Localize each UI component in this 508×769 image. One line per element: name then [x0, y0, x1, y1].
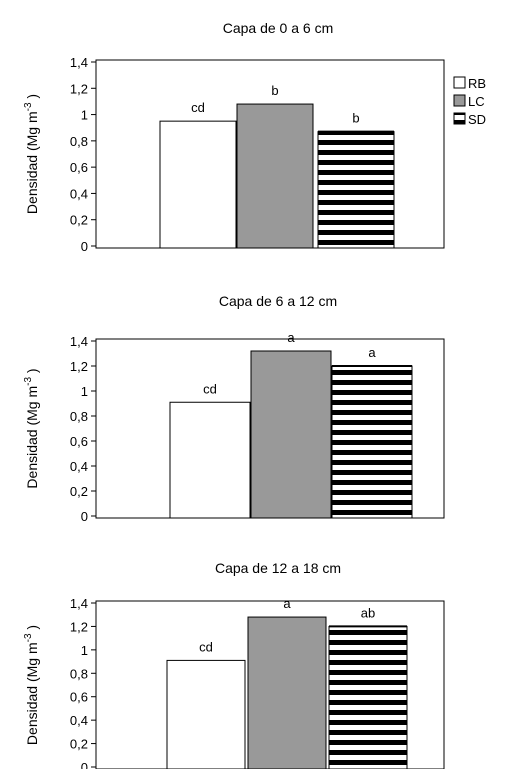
bar-lc: [236, 103, 314, 249]
y-tick-label: 1: [81, 108, 88, 123]
bar-significance-label: b: [271, 83, 278, 98]
chart-panel-2: Capa de 6 a 12 cm 0 0,2 0,4 0,6 0,8 1 1,2 1,4 Den…: [23, 293, 445, 524]
legend: RB LC SD: [453, 76, 486, 127]
legend-swatch-sd: [453, 112, 466, 125]
bar-significance-label: b: [352, 111, 359, 126]
chart-panel-1: Capa de 0 a 6 cm 0 0,2 0,4 0,6 0,8 1 1,2 1,4 Dens…: [23, 20, 445, 254]
legend-label-lc: LC: [468, 94, 485, 109]
bar-sd: [328, 625, 408, 769]
legend-swatch-rb: [453, 76, 466, 89]
chart-title: Capa de 12 a 18 cm: [215, 560, 341, 576]
bar-significance-label: cd: [191, 100, 205, 115]
y-tick-label: 0,4: [70, 459, 88, 474]
y-axis-label: Densidad (Mg m-3 ): [23, 625, 40, 745]
chart-panel-3: Capa de 12 a 18 cm 0 0,2 0,4 0,6 0,8 1 1,2 1,4 De…: [23, 560, 445, 769]
y-tick-label: 1,2: [70, 81, 88, 96]
bar-significance-label: a: [368, 345, 376, 360]
y-tick-label: 0,2: [70, 213, 88, 228]
y-tick-label: 0,2: [70, 737, 88, 752]
y-tick-label: 1: [81, 384, 88, 399]
bar-significance-label: a: [287, 330, 295, 345]
y-tick-label: 1,4: [70, 55, 88, 70]
legend-swatch-lc: [453, 94, 466, 107]
bar-sd: [317, 131, 395, 249]
y-axis-label: Densidad (Mg m-3 ): [23, 94, 40, 214]
y-tick-label: 0: [81, 509, 88, 524]
bar-sd: [331, 365, 413, 519]
bar-rb: [159, 120, 237, 249]
y-tick-label: 0: [81, 760, 88, 769]
y-tick-label: 1: [81, 643, 88, 658]
y-tick-label: 0,6: [70, 160, 88, 175]
bar-significance-label: a: [283, 596, 291, 611]
chart-title: Capa de 0 a 6 cm: [223, 20, 334, 36]
bar-rb: [166, 659, 246, 769]
bar-significance-label: cd: [203, 381, 217, 396]
y-tick-label: 0,4: [70, 713, 88, 728]
legend-label-sd: SD: [468, 112, 486, 127]
y-tick-label: 1,2: [70, 359, 88, 374]
y-tick-label: 1,4: [70, 596, 88, 611]
y-tick-label: 0,8: [70, 134, 88, 149]
y-tick-label: 1,2: [70, 619, 88, 634]
y-tick-label: 0,6: [70, 690, 88, 705]
bar-significance-label: ab: [361, 605, 375, 620]
bar-significance-label: cd: [199, 639, 213, 654]
legend-label-rb: RB: [468, 76, 486, 91]
plot-frame: [95, 600, 445, 769]
y-tick-label: 0,4: [70, 186, 88, 201]
y-tick-label: 0,8: [70, 666, 88, 681]
y-axis-label: Densidad (Mg m-3 ): [23, 368, 40, 488]
bar-lc: [250, 350, 332, 519]
bar-lc: [247, 616, 327, 769]
y-tick-label: 0,2: [70, 484, 88, 499]
y-tick-label: 0: [81, 239, 88, 254]
bar-rb: [169, 401, 251, 519]
chart-title: Capa de 6 a 12 cm: [219, 293, 337, 309]
y-tick-label: 1,4: [70, 334, 88, 349]
y-tick-label: 0,8: [70, 409, 88, 424]
y-tick-label: 0,6: [70, 434, 88, 449]
